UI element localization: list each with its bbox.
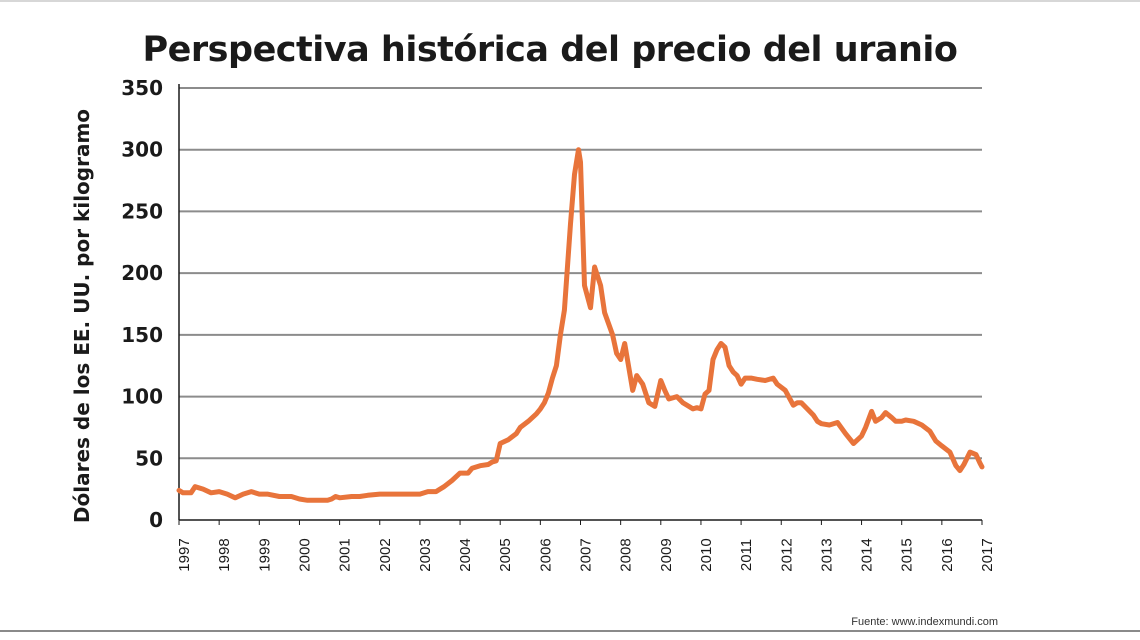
gridlines <box>179 87 982 460</box>
series-layer <box>176 147 985 503</box>
x-tick-label-2017: 2017 <box>979 538 996 571</box>
chart-title: Perspectiva histórica del precio del ura… <box>142 30 958 70</box>
y-tick-label-250: 250 <box>121 199 163 223</box>
y-tick-label-350: 350 <box>121 76 163 100</box>
x-tick-label-2007: 2007 <box>578 538 595 571</box>
price-line <box>176 147 985 503</box>
x-tick-label-1998: 1998 <box>216 538 233 571</box>
y-tick-label-300: 300 <box>121 138 163 162</box>
top-border <box>0 0 1140 2</box>
x-tick-label-2008: 2008 <box>618 538 635 571</box>
x-tick-label-2014: 2014 <box>859 538 876 571</box>
x-tick-label-2000: 2000 <box>296 538 313 571</box>
x-tick-label-1997: 1997 <box>176 538 193 571</box>
y-tick-label-100: 100 <box>121 385 163 409</box>
bottom-border <box>0 630 1140 632</box>
x-tick-labels: 1997 1998 1999 2000 2001 2002 2003 2004 2005 2006… <box>176 538 996 571</box>
x-tick-label-2001: 2001 <box>337 538 354 571</box>
x-tick-label-2016: 2016 <box>939 538 956 571</box>
x-tick-label-2011: 2011 <box>738 539 755 571</box>
x-tick-label-2003: 2003 <box>417 538 434 571</box>
source-note: Fuente: www.indexmundi.com <box>851 616 998 628</box>
x-tick-label-2005: 2005 <box>497 538 514 571</box>
x-tick-label-2013: 2013 <box>818 538 835 571</box>
y-tick-label-0: 0 <box>149 508 163 532</box>
x-tick-label-2002: 2002 <box>377 538 394 571</box>
x-tick-label-2012: 2012 <box>778 538 795 571</box>
y-tick-label-50: 50 <box>135 446 163 470</box>
x-tick-label-2010: 2010 <box>698 538 715 571</box>
y-tick-label-200: 200 <box>121 261 163 285</box>
axes <box>178 84 983 525</box>
x-tick-label-2015: 2015 <box>899 538 916 571</box>
y-tick-labels: 0 50 100 150 200 250 300 350 <box>121 76 163 532</box>
x-tick-label-1999: 1999 <box>256 538 273 571</box>
x-tick-label-2006: 2006 <box>537 538 554 571</box>
x-tick-label-2004: 2004 <box>457 538 474 571</box>
y-tick-label-150: 150 <box>121 323 163 347</box>
x-tick-label-2009: 2009 <box>658 538 675 571</box>
